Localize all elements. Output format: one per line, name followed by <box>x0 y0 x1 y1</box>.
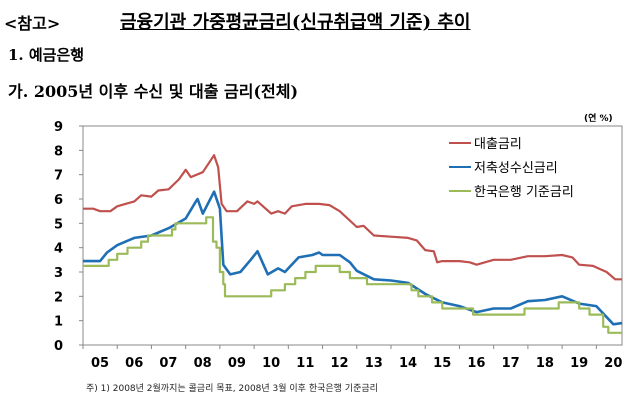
x-tick-label: 12 <box>331 356 349 371</box>
y-tick-label: 0 <box>54 339 63 354</box>
x-tick-label: 13 <box>365 356 383 371</box>
x-tick-label: 09 <box>228 356 246 371</box>
plot-frame <box>82 125 623 346</box>
page-title: 금융기관 가중평균금리(신규취급액 기준) 추이 <box>120 12 471 33</box>
y-tick-label: 2 <box>54 290 63 305</box>
unit-label: (연 %) <box>584 114 613 124</box>
x-tick-label: 18 <box>536 356 554 371</box>
series-line-1 <box>83 190 623 326</box>
y-tick-label: 5 <box>54 217 63 232</box>
x-tick-label: 15 <box>433 356 451 371</box>
y-tick-label: 4 <box>54 242 63 257</box>
series-line-2 <box>83 216 622 334</box>
y-tick-label: 8 <box>54 144 63 159</box>
y-tick-label: 1 <box>54 315 63 330</box>
x-tick-label: 14 <box>399 356 417 371</box>
y-tick-label: 6 <box>54 193 63 208</box>
series-line-0 <box>83 154 622 281</box>
x-tick-label: 17 <box>502 356 520 371</box>
legend-label-1: 저축성수신금리 <box>474 161 558 176</box>
x-tick-label: 06 <box>125 356 143 371</box>
x-tick-label: 11 <box>296 356 314 371</box>
subsection-heading: 가. 2005년 이후 수신 및 대출 금리(전체) <box>8 82 299 101</box>
y-tick-label: 7 <box>54 169 63 184</box>
x-tick-label: 08 <box>194 356 212 371</box>
y-tick-label: 3 <box>54 266 63 281</box>
x-tick-label: 05 <box>91 356 109 371</box>
x-tick-label: 20 <box>604 356 622 371</box>
y-tick-label: 9 <box>54 120 63 135</box>
footnote: 주) 1) 2008년 2월까지는 콜금리 목표, 2008년 3월 이후 한국… <box>86 384 378 394</box>
reference-label: <참고> <box>4 14 61 33</box>
section-heading: 1. 예금은행 <box>8 46 85 64</box>
legend-label-0: 대출금리 <box>474 137 522 152</box>
legend-label-2: 한국은행 기준금리 <box>474 184 574 200</box>
x-tick-label: 19 <box>570 356 588 371</box>
x-tick-label: 10 <box>262 356 280 371</box>
x-tick-label: 16 <box>467 356 485 371</box>
x-tick-label: 07 <box>159 356 177 371</box>
